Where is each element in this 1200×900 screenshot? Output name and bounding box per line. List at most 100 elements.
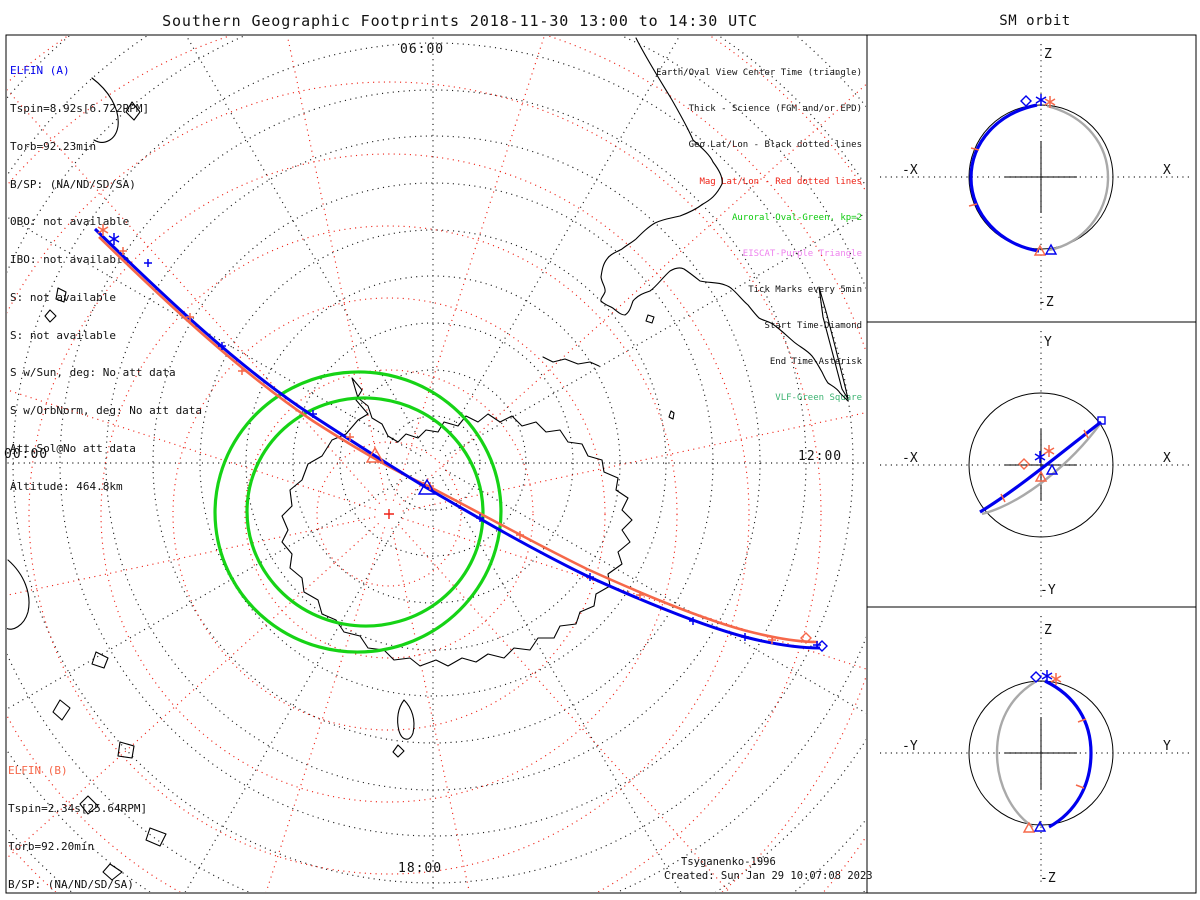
elfin-b-track — [98, 236, 819, 644]
auroral-oval — [213, 370, 503, 654]
axis-cross — [1005, 717, 1077, 789]
elfin-a-ticks — [144, 259, 821, 649]
geo-grid — [7, 36, 866, 892]
figure-frame — [5, 34, 1197, 894]
elfin-b-orbit — [995, 680, 1036, 828]
island — [91, 651, 109, 669]
new-zealand — [397, 699, 415, 740]
sm-panel-xy: Y -Y -X X — [880, 331, 1192, 599]
island-chain — [542, 356, 600, 367]
a-end-asterisk — [1035, 94, 1047, 106]
auroral-oval-inner — [245, 396, 485, 628]
axis-label-bottom: -Z — [1040, 871, 1056, 886]
elfin-b-name: ELFIN (B) — [8, 764, 68, 778]
elfin-a-orbit — [969, 103, 1040, 253]
coast-fragment — [91, 77, 119, 143]
orbit-end-square — [1097, 416, 1106, 425]
elfin-b-orbit — [981, 423, 1101, 516]
island — [392, 744, 405, 758]
clock-label-bottom: 18:00 — [398, 861, 442, 876]
info-line: S w/OrbNorm, deg: No att data — [10, 404, 203, 418]
mag-grid — [7, 36, 866, 892]
elfin-a-start-diamond — [816, 640, 828, 652]
legend-item: End Time-Asterisk — [769, 357, 862, 368]
a-center-triangle — [1044, 243, 1058, 255]
elfin-a-track — [93, 227, 821, 650]
elfin-b-orbit — [1046, 104, 1110, 252]
orbit-ticks — [1000, 429, 1089, 503]
b-end-asterisk — [1043, 445, 1055, 457]
axis-label-top: Z — [1044, 623, 1052, 638]
axis-label-bottom: -Z — [1038, 295, 1054, 310]
elfin-b-center-triangle — [365, 446, 385, 463]
elfin-a-orbit — [979, 420, 1102, 514]
island — [145, 827, 167, 847]
axis-label-bottom: -Y — [1040, 583, 1056, 598]
axis-label-top: Y — [1044, 335, 1052, 350]
earth-circle — [968, 392, 1114, 538]
clock-label-top: 06:00 — [400, 42, 444, 57]
elfin-b-end-asterisk — [97, 224, 109, 236]
clock-label-right: 12:00 — [798, 449, 842, 464]
island — [44, 309, 57, 323]
elfin-a-center-triangle — [417, 478, 437, 495]
axis-label-left: -X — [902, 163, 918, 178]
info-line: IBO: not available — [10, 253, 130, 267]
legend-item: EISCAT-Purple Triangle — [742, 248, 862, 259]
auroral-oval-outer — [213, 370, 503, 654]
footprint-tracks — [93, 224, 828, 652]
start-diamond — [1020, 95, 1032, 107]
b-center-triangle — [1033, 244, 1047, 256]
info-line: Altitude: 464.8km — [10, 479, 123, 493]
elfin-b-start-diamond — [800, 632, 812, 644]
elfin-a-name: ELFIN (A) — [10, 64, 70, 78]
island — [125, 101, 141, 121]
a-end-asterisk — [1041, 670, 1053, 682]
info-line: Tspin=2.34s[25.64RPM] — [8, 801, 148, 815]
island — [55, 287, 67, 303]
island — [645, 314, 655, 324]
coastlines — [7, 37, 849, 881]
elfin-b-info: ELFIN (B) Tspin=2.34s[25.64RPM] Torb=92.… — [8, 740, 200, 900]
start-diamond — [1018, 458, 1030, 470]
info-line: Torb=92.20min — [8, 839, 95, 853]
axis-label-right: Y — [1163, 739, 1171, 754]
info-line: Torb=92.23min — [10, 139, 97, 153]
axis-label-right: X — [1163, 163, 1171, 178]
info-line: OBO: not available — [10, 215, 130, 229]
axis-cross — [1005, 141, 1077, 213]
coast-sliver — [818, 286, 849, 400]
legend-item: Tick Marks every 5min — [748, 284, 862, 295]
a-end-asterisk — [1034, 451, 1046, 463]
axis-label-top: Z — [1044, 47, 1052, 62]
created-timestamp: Created: Sun Jan 29 10:07:08 2023 — [664, 870, 873, 882]
b-center-triangle — [1022, 821, 1036, 833]
a-center-triangle — [1033, 820, 1047, 832]
b-end-asterisk — [1044, 96, 1056, 108]
info-line: B/SP: (NA/ND/SD/SA) — [10, 177, 136, 191]
orbit-ticks — [1075, 718, 1087, 789]
info-line: S: not available — [10, 328, 116, 342]
b-center-triangle — [1034, 470, 1048, 482]
orbit-ticks — [968, 147, 980, 207]
legend-item: Auroral Oval-Green, kp=2 — [731, 212, 862, 223]
antarctica-outline — [281, 377, 633, 667]
axis-label-left: -Y — [902, 739, 918, 754]
elfin-a-orbit — [1044, 679, 1093, 829]
axis-cross — [1005, 429, 1077, 501]
island — [117, 741, 135, 759]
clock-label-left: 00:00 — [4, 447, 48, 462]
island — [52, 699, 71, 721]
info-line: S w/Sun, deg: No att data — [10, 366, 176, 380]
sm-panel-yz: Z -Z -Y Y — [880, 616, 1192, 886]
elfin-b-ticks — [119, 247, 776, 644]
b-end-asterisk — [1050, 673, 1062, 685]
magnetic-pole-cross — [384, 509, 394, 519]
sm-orbit-title: SM orbit — [999, 13, 1071, 29]
island — [668, 410, 675, 420]
a-center-triangle — [1045, 463, 1059, 475]
info-line: B/SP: (NA/ND/SD/SA) — [8, 877, 134, 891]
figure-title: Southern Geographic Footprints 2018-11-3… — [162, 12, 758, 30]
